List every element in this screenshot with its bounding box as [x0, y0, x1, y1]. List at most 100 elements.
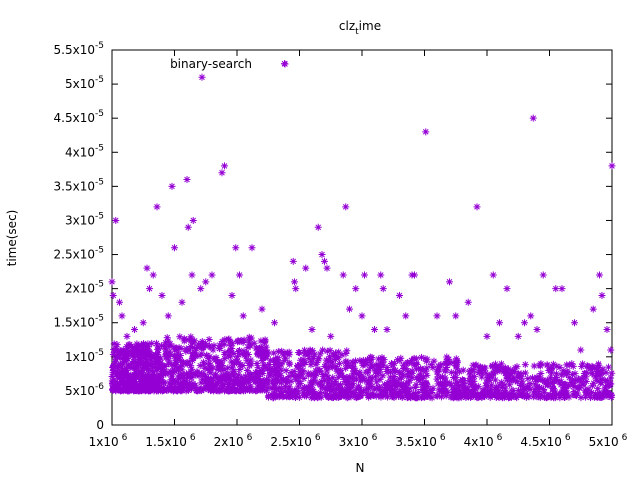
data-point	[559, 388, 567, 396]
data-point	[319, 372, 327, 380]
data-point	[541, 378, 549, 386]
data-point	[305, 371, 313, 379]
data-point	[124, 341, 132, 349]
data-point	[287, 377, 295, 385]
data-point	[157, 376, 165, 384]
data-point	[183, 360, 191, 368]
data-point	[198, 338, 206, 346]
data-point	[265, 365, 273, 373]
data-point	[216, 387, 224, 395]
data-point	[275, 393, 283, 401]
data-point	[418, 385, 426, 393]
y-tick-label: 3x10-5	[65, 211, 104, 227]
data-point	[494, 367, 502, 375]
data-point	[560, 380, 568, 388]
data-point	[109, 379, 117, 387]
data-point	[452, 362, 460, 370]
data-point	[176, 363, 184, 371]
data-point	[579, 381, 587, 389]
data-point	[135, 385, 143, 393]
data-point	[428, 394, 436, 402]
data-point	[434, 380, 442, 388]
data-point	[385, 381, 393, 389]
data-point	[294, 382, 302, 390]
data-point	[182, 387, 190, 395]
data-point	[221, 162, 228, 170]
data-point	[177, 381, 185, 389]
data-point	[417, 366, 425, 374]
x-tick-label: 3x10 6	[339, 433, 378, 449]
data-point	[220, 373, 228, 381]
data-point	[603, 326, 611, 334]
data-point	[529, 114, 537, 122]
data-point	[486, 376, 494, 384]
data-point	[113, 370, 121, 378]
data-point	[226, 348, 234, 356]
data-point	[187, 362, 195, 370]
data-point	[396, 291, 403, 299]
data-point	[193, 369, 201, 377]
data-point	[446, 359, 454, 367]
data-point	[381, 385, 389, 393]
data-point	[379, 387, 387, 395]
data-point	[374, 370, 382, 378]
data-point	[258, 305, 266, 313]
data-point	[352, 394, 360, 402]
data-point	[366, 380, 374, 388]
data-point	[459, 381, 467, 389]
data-point	[306, 346, 314, 354]
data-point	[175, 371, 183, 379]
y-tick-label: 5x10-6	[65, 382, 104, 398]
data-point	[549, 377, 557, 385]
data-point	[379, 358, 387, 366]
data-point	[308, 381, 316, 389]
data-point	[108, 278, 116, 286]
data-point	[452, 355, 460, 363]
data-point	[184, 347, 192, 355]
data-point	[220, 380, 228, 388]
plot-frame	[111, 49, 613, 426]
data-point	[159, 364, 167, 372]
data-point	[469, 361, 477, 369]
data-point	[323, 367, 331, 375]
data-point	[117, 380, 125, 388]
data-point	[505, 365, 513, 373]
data-point	[438, 373, 446, 381]
data-point	[323, 264, 331, 272]
data-point	[162, 339, 170, 347]
data-point	[143, 350, 151, 358]
data-point	[331, 381, 339, 389]
data-point	[373, 378, 381, 386]
data-point	[383, 364, 391, 372]
data-point	[408, 391, 416, 399]
data-point	[567, 379, 575, 387]
data-point	[242, 385, 250, 393]
data-point	[247, 356, 255, 364]
data-point	[323, 391, 331, 399]
data-point	[503, 369, 511, 377]
data-point	[555, 378, 563, 386]
data-point	[163, 386, 171, 394]
data-point	[353, 385, 361, 393]
data-point	[243, 375, 251, 383]
data-point	[408, 374, 416, 382]
data-point	[262, 343, 270, 351]
data-point	[204, 355, 212, 363]
data-point	[299, 389, 307, 397]
data-point	[564, 368, 572, 376]
data-point	[390, 372, 398, 380]
data-point	[160, 343, 168, 351]
data-point	[426, 386, 434, 394]
data-point	[522, 393, 530, 401]
data-point	[167, 350, 175, 358]
data-point	[239, 376, 247, 384]
data-point	[453, 365, 461, 373]
data-point	[115, 353, 123, 361]
data-point	[380, 381, 388, 389]
data-point	[388, 393, 396, 401]
data-point	[510, 374, 518, 382]
data-point	[326, 346, 334, 354]
legend-entry-label: binary-search	[170, 57, 252, 71]
data-point	[440, 389, 448, 397]
data-point	[247, 370, 255, 378]
